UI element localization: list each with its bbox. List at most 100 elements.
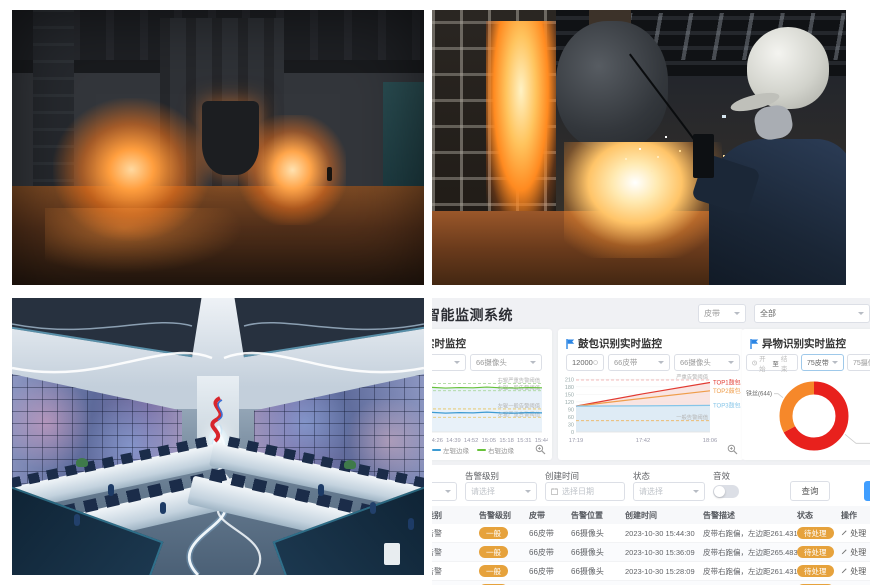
area-select[interactable]: 皮带 <box>698 304 746 323</box>
torpedo-ladle <box>556 21 668 151</box>
status-badge: 待处理 <box>797 546 834 558</box>
reset-button[interactable] <box>864 481 870 501</box>
status-filter-select[interactable]: 请选择 <box>633 482 705 501</box>
operator <box>108 484 114 496</box>
date-filter-input[interactable]: 选择日期 <box>545 482 625 501</box>
legend-item[interactable]: 左辊边缘 <box>432 448 469 455</box>
chevron-down-icon <box>530 361 536 367</box>
camera-select[interactable]: 75摄像头 <box>847 354 870 371</box>
belt-select[interactable]: 75皮带 <box>801 354 844 371</box>
alarm-panel: 告警级别 请选择 创建时间 选择日期 状态 请选择 音效 查询 告警类别 告警级… <box>432 465 870 585</box>
magnifier-icon[interactable] <box>535 444 546 455</box>
bulge-line-chart: 0 30 60 90 120 150 180 210 严重告警阈值 一般告警阈值 TOP1鼓包 TOP… <box>558 373 744 445</box>
status-cell: 待处理 <box>797 527 841 539</box>
clock-icon <box>752 360 757 365</box>
status-badge: 待处理 <box>797 527 834 539</box>
table-header-row: 告警类别 告警级别 皮带 告警位置 创建时间 告警描述 状态 操作 <box>432 506 870 524</box>
teal-machine <box>382 81 424 203</box>
time-filter-label: 创建时间 <box>545 471 580 481</box>
pencil-icon <box>841 530 847 536</box>
level-badge: 一般 <box>479 565 508 577</box>
level-badge: 一般 <box>479 527 508 539</box>
description-cell: 皮带右跑偏，左边距261.431... <box>703 528 797 538</box>
camera-select[interactable]: 66摄像头 <box>470 354 542 371</box>
camera-select[interactable]: 66摄像头 <box>674 354 740 371</box>
calendar-icon <box>551 488 558 495</box>
photo-control-room <box>12 298 424 575</box>
status-badge: 待处理 <box>797 565 834 577</box>
position-cell: 66摄像头 <box>571 528 604 538</box>
svg-text:TOP2鼓包: TOP2鼓包 <box>713 387 741 395</box>
foreign-object-donut-chart: 铁丝(644) <box>742 371 870 460</box>
status-cell: 待处理 <box>797 546 841 558</box>
belt-select-value: 75皮带 <box>807 359 829 367</box>
sound-toggle-label: 音效 <box>713 471 731 481</box>
level-badge: 一般 <box>479 546 508 558</box>
col-header: 告警类别 <box>432 510 442 520</box>
belt-cell: 66皮带 <box>529 547 554 557</box>
svg-text:0: 0 <box>571 430 574 436</box>
belt-select-value: 66皮带 <box>614 358 638 367</box>
svg-text:左辊一般告警阈值: 左辊一般告警阈值 <box>498 401 541 409</box>
pencil-icon <box>841 549 847 555</box>
svg-text:14:26: 14:26 <box>432 438 443 444</box>
spark-dots <box>639 147 641 150</box>
legend-item[interactable]: 右辊边缘 <box>477 448 514 455</box>
level-filter-placeholder: 请选择 <box>471 487 495 496</box>
flag-icon <box>750 338 759 349</box>
walkie-talkie <box>692 133 714 178</box>
svg-text:TOP3鼓包: TOP3鼓包 <box>713 401 741 409</box>
deviation-line-chart: 右辊严重告警阈值右辊一般告警阈值左辊一般告警阈值左辊严重告警阈值14:1314:… <box>432 373 548 445</box>
alarm-category: 跑偏告警 <box>432 566 442 576</box>
status-filter-label: 状态 <box>633 471 651 481</box>
svg-text:严重告警阈值: 严重告警阈值 <box>676 373 708 381</box>
belt-select[interactable]: 66皮带 <box>608 354 670 371</box>
page-title: 智能监测系统 <box>432 307 513 323</box>
position-cell: 66摄像头 <box>571 547 604 557</box>
card-title: 鼓包识别实时监控 <box>566 336 662 351</box>
foreign-object-card: 异物识别实时监控 开始 至 结束 75皮带 75摄像头 铁丝(644) <box>742 329 870 460</box>
chart-legend[interactable]: 左辊边缘 右辊边缘 <box>432 445 522 455</box>
threshold-input[interactable]: 12000 <box>566 354 604 371</box>
handle-link[interactable]: 处理 <box>841 528 870 539</box>
chevron-down-icon <box>525 490 531 496</box>
handle-link[interactable]: 处理 <box>841 547 870 558</box>
furnace-fire <box>485 21 557 219</box>
query-button-label: 查询 <box>801 486 819 496</box>
query-button[interactable]: 查询 <box>790 481 830 501</box>
deviation-card: 跑偏识别实时监控 66皮带 66摄像头 右辊严重告警阈值右辊一般告警阈值左辊一般… <box>432 329 552 460</box>
level-filter-select[interactable]: 请选择 <box>465 482 537 501</box>
svg-text:14:39: 14:39 <box>446 438 461 444</box>
sound-toggle[interactable] <box>713 485 739 498</box>
svg-text:180: 180 <box>565 385 574 391</box>
camera-select-value: 66摄像头 <box>680 358 711 367</box>
magnifier-icon[interactable] <box>727 444 738 455</box>
description-cell: 皮带右跑偏，左边距261.431... <box>703 566 797 576</box>
belt-select[interactable]: 66皮带 <box>432 354 466 371</box>
status-filter-placeholder: 请选择 <box>639 487 663 496</box>
scope-select[interactable]: 全部 <box>754 304 870 323</box>
date-separator: 至 <box>772 360 779 368</box>
chevron-down-icon <box>734 312 740 318</box>
level-filter-label: 告警级别 <box>465 471 500 481</box>
belt-filter-select[interactable] <box>432 482 457 501</box>
svg-text:TOP1鼓包: TOP1鼓包 <box>713 379 741 387</box>
created-time-cell: 2023-10-30 15:44:30 <box>625 528 695 538</box>
date-range-input[interactable]: 开始 至 结束 <box>746 354 798 373</box>
svg-text:14:52: 14:52 <box>464 438 479 444</box>
handle-link[interactable]: 处理 <box>841 566 870 577</box>
pencil-icon <box>841 568 847 574</box>
table-row: 跑偏告警 一般 66皮带 66摄像头 2023-10-30 15:36:09 皮带右跑偏，… <box>432 543 870 562</box>
chevron-down-icon <box>693 490 699 496</box>
date-start-placeholder: 开始 <box>759 355 766 373</box>
svg-text:铁丝(644): 铁丝(644) <box>746 390 772 398</box>
ladle-silhouette <box>201 100 260 175</box>
position-cell: 66摄像头 <box>571 566 604 576</box>
svg-text:右辊严重告警阈值: 右辊严重告警阈值 <box>498 376 541 384</box>
refresh-icon <box>593 360 598 365</box>
svg-text:右辊一般告警阈值: 右辊一般告警阈值 <box>498 383 541 391</box>
belt-cell: 66皮带 <box>529 566 554 576</box>
svg-text:15:05: 15:05 <box>482 438 497 444</box>
svg-text:17:42: 17:42 <box>636 438 651 444</box>
floor-reflection <box>44 208 243 274</box>
